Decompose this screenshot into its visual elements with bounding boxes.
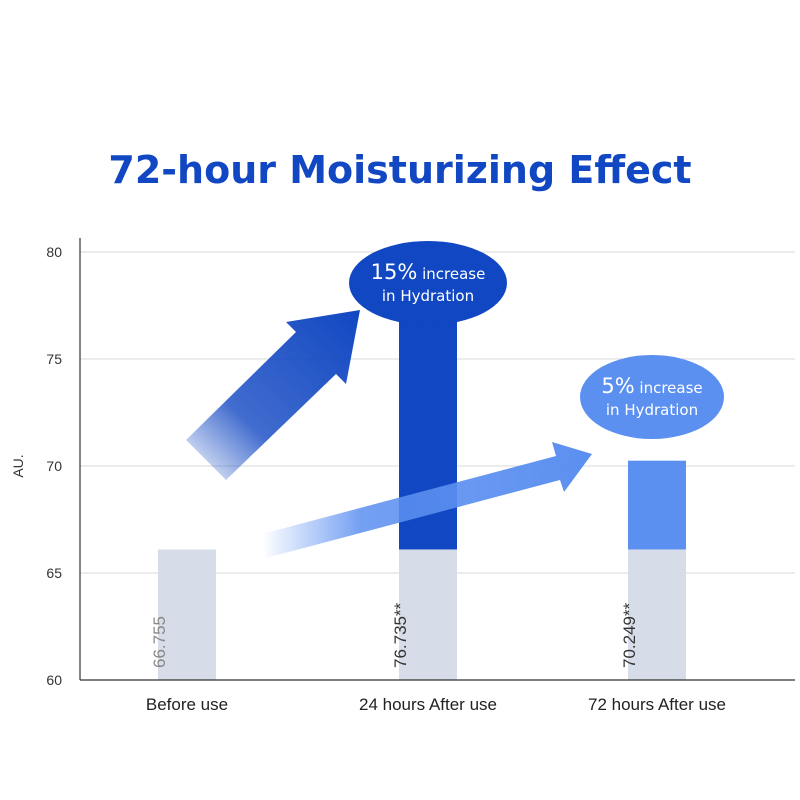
y-tick-label: 75 (46, 351, 62, 367)
arrow-layer (186, 241, 724, 558)
annotation-percent: 5% (601, 374, 634, 398)
bar-baseline (628, 549, 686, 680)
axis-layer: 60 65 70 75 80 AU. (10, 238, 795, 688)
chart-title: 72-hour Moisturizing Effect (108, 148, 692, 192)
x-category-label: Before use (146, 695, 228, 714)
annotation-bubble (580, 355, 724, 439)
annotation-line-1: 15% increase (371, 260, 486, 284)
y-tick-label: 70 (46, 458, 62, 474)
y-tick-label: 60 (46, 672, 62, 688)
arrow-up-24h (186, 310, 360, 480)
bar-layer (158, 321, 686, 680)
bar-value-label: 70.249** (620, 602, 639, 668)
arrow-up-72h (262, 442, 592, 558)
annotation-line-2: in Hydration (382, 287, 474, 305)
annotation-text-a: increase (417, 265, 485, 283)
annotation-line-2: in Hydration (606, 401, 698, 419)
bar-baseline (158, 549, 216, 680)
bar-increase (628, 460, 686, 550)
annotation-percent: 15% (371, 260, 418, 284)
bar-baseline (399, 549, 457, 680)
annotation-bubble (349, 241, 507, 325)
y-tick-label: 80 (46, 244, 62, 260)
annotation-text-a: increase (635, 379, 703, 397)
y-tick-label: 65 (46, 565, 62, 581)
y-axis-label: AU. (10, 454, 26, 477)
annotation-line-1: 5% increase (601, 374, 702, 398)
x-category-label: 72 hours After use (588, 695, 726, 714)
x-category-label: 24 hours After use (359, 695, 497, 714)
label-layer: Before use 66.755 24 hours After use 76.735… (146, 260, 726, 714)
bar-value-label: 66.755 (150, 616, 169, 668)
bar-value-label: 76.735** (391, 602, 410, 668)
